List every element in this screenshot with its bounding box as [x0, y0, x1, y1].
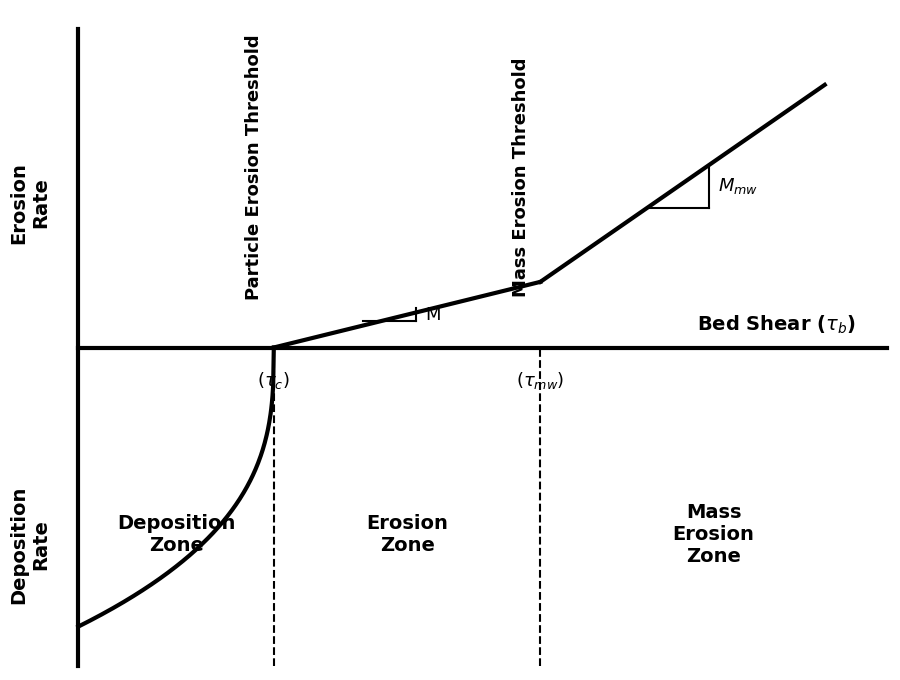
Text: $M_{mw}$: $M_{mw}$ [718, 176, 759, 197]
Text: Erosion
Zone: Erosion Zone [366, 514, 448, 555]
Text: Mass
Erosion
Zone: Mass Erosion Zone [672, 503, 754, 566]
Text: Deposition
Rate: Deposition Rate [9, 486, 50, 604]
Text: $(\tau_{mw})$: $(\tau_{mw})$ [517, 371, 564, 392]
Text: $(\tau_c)$: $(\tau_c)$ [257, 371, 290, 392]
Text: M: M [425, 306, 440, 324]
Text: Erosion
Rate: Erosion Rate [9, 162, 50, 244]
Text: Deposition
Zone: Deposition Zone [117, 514, 235, 555]
Text: Particle Erosion Threshold: Particle Erosion Threshold [246, 34, 264, 300]
Text: Bed Shear ($\tau_b$): Bed Shear ($\tau_b$) [697, 313, 855, 336]
Text: Mass Erosion Threshold: Mass Erosion Threshold [512, 57, 530, 296]
